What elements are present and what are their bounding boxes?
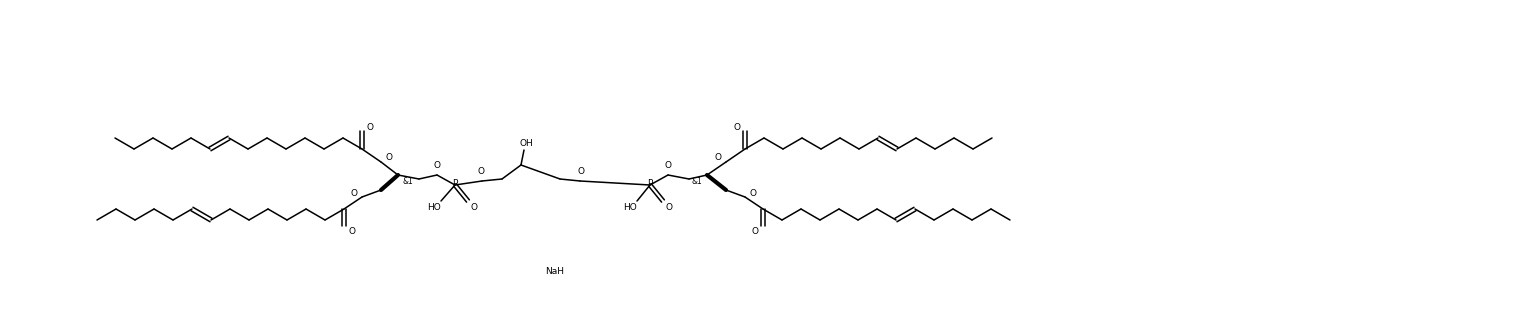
- Text: &1: &1: [402, 177, 413, 186]
- Text: O: O: [433, 161, 440, 170]
- Text: O: O: [385, 153, 393, 162]
- Text: &1: &1: [691, 177, 702, 186]
- Text: O: O: [471, 203, 477, 212]
- Text: O: O: [477, 168, 485, 177]
- Text: O: O: [665, 203, 673, 212]
- Text: O: O: [733, 123, 741, 132]
- Text: O: O: [750, 188, 756, 197]
- Text: OH: OH: [519, 138, 533, 148]
- Text: P: P: [453, 179, 457, 188]
- Text: NaH: NaH: [545, 267, 565, 276]
- Text: HO: HO: [624, 203, 638, 212]
- Text: O: O: [367, 123, 374, 132]
- Text: O: O: [752, 227, 759, 236]
- Text: HO: HO: [427, 203, 440, 212]
- Text: P: P: [647, 179, 653, 188]
- Text: O: O: [351, 188, 357, 197]
- Text: O: O: [348, 227, 356, 236]
- Text: O: O: [578, 168, 585, 177]
- Text: O: O: [664, 161, 671, 170]
- Text: O: O: [715, 153, 722, 162]
